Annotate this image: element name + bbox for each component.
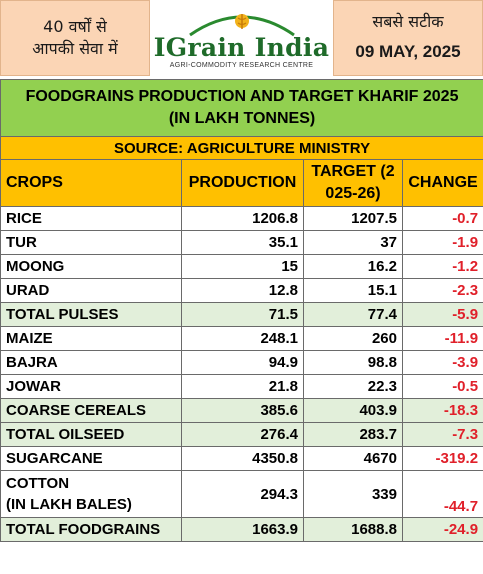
change-value: -2.3 bbox=[401, 278, 483, 303]
target-value: 37 bbox=[303, 230, 403, 255]
target-value: 4670 bbox=[303, 446, 403, 471]
crop-name: COARSE CEREALS bbox=[0, 398, 182, 423]
logo-name: IGrain India bbox=[153, 33, 330, 62]
table-row: TUR 35.1 37 -1.9 bbox=[0, 230, 483, 255]
production-value: 385.6 bbox=[181, 398, 304, 423]
date-box: सबसे सटीक 09 MAY, 2025 bbox=[333, 0, 483, 76]
table-row: TOTAL OILSEED 276.4 283.7 -7.3 bbox=[0, 422, 483, 447]
target-value: 77.4 bbox=[303, 302, 403, 327]
crop-name: COTTON (IN LAKH BALES) bbox=[0, 470, 182, 518]
crop-name: RICE bbox=[0, 206, 182, 231]
crop-name: TUR bbox=[0, 230, 182, 255]
change-value: -7.3 bbox=[401, 422, 483, 447]
change-value: -1.9 bbox=[401, 230, 483, 255]
table-row: MOONG 15 16.2 -1.2 bbox=[0, 254, 483, 279]
production-value: 15 bbox=[181, 254, 304, 279]
production-value: 294.3 bbox=[181, 470, 304, 518]
crop-name-line2: (IN LAKH BALES) bbox=[6, 496, 132, 513]
table-row: JOWAR 21.8 22.3 -0.5 bbox=[0, 374, 483, 399]
table-row: TOTAL PULSES 71.5 77.4 -5.9 bbox=[0, 302, 483, 327]
crop-name: MAIZE bbox=[0, 326, 182, 351]
table-title-line2: (IN LAKH TONNES) bbox=[168, 110, 316, 127]
crop-name-line1: COTTON bbox=[6, 475, 70, 492]
target-value: 1207.5 bbox=[303, 206, 403, 231]
target-value: 1688.8 bbox=[303, 517, 403, 542]
tagline-left-line2: आपकी सेवा में bbox=[32, 39, 118, 58]
source-row: SOURCE: AGRICULTURE MINISTRY bbox=[0, 136, 483, 160]
target-value: 15.1 bbox=[303, 278, 403, 303]
production-value: 94.9 bbox=[181, 350, 304, 375]
logo-tagline: AGRI-COMMODITY RESEARCH CENTRE bbox=[169, 62, 314, 69]
production-value: 35.1 bbox=[181, 230, 304, 255]
change-value: -44.7 bbox=[401, 470, 483, 518]
crop-name: BAJRA bbox=[0, 350, 182, 375]
target-value: 260 bbox=[303, 326, 403, 351]
target-value: 22.3 bbox=[303, 374, 403, 399]
change-value: -18.3 bbox=[401, 398, 483, 423]
production-table: FOODGRAINS PRODUCTION AND TARGET KHARIF … bbox=[0, 79, 483, 542]
change-value: -24.9 bbox=[401, 517, 483, 542]
table-row: MAIZE 248.1 260 -11.9 bbox=[0, 326, 483, 351]
crop-name: MOONG bbox=[0, 254, 182, 279]
production-value: 1663.9 bbox=[181, 517, 304, 542]
crop-name: JOWAR bbox=[0, 374, 182, 399]
target-value: 283.7 bbox=[303, 422, 403, 447]
col-header-target: TARGET (2025-26) bbox=[303, 159, 403, 207]
change-value: -0.7 bbox=[401, 206, 483, 231]
target-value: 403.9 bbox=[303, 398, 403, 423]
crop-name: TOTAL OILSEED bbox=[0, 422, 182, 447]
production-value: 71.5 bbox=[181, 302, 304, 327]
production-value: 21.8 bbox=[181, 374, 304, 399]
logo: IGrain India AGRI-COMMODITY RESEARCH CEN… bbox=[150, 0, 333, 76]
change-value: -11.9 bbox=[401, 326, 483, 351]
change-value: -1.2 bbox=[401, 254, 483, 279]
production-value: 276.4 bbox=[181, 422, 304, 447]
table-title: FOODGRAINS PRODUCTION AND TARGET KHARIF … bbox=[0, 79, 483, 137]
crop-name: TOTAL PULSES bbox=[0, 302, 182, 327]
production-value: 248.1 bbox=[181, 326, 304, 351]
tagline-box-left: 40 वर्षों से आपकी सेवा में bbox=[0, 0, 150, 76]
table-row: SUGARCANE 4350.8 4670 -319.2 bbox=[0, 446, 483, 471]
table-row: TOTAL FOODGRAINS 1663.9 1688.8 -24.9 bbox=[0, 517, 483, 542]
col-header-change: CHANGE bbox=[401, 159, 483, 207]
table-row: COARSE CEREALS 385.6 403.9 -18.3 bbox=[0, 398, 483, 423]
production-value: 12.8 bbox=[181, 278, 304, 303]
tagline-right: सबसे सटीक bbox=[372, 12, 444, 31]
page-header: 40 वर्षों से आपकी सेवा में IGrain India … bbox=[0, 0, 483, 76]
table-row: COTTON (IN LAKH BALES) 294.3 339 -44.7 bbox=[0, 470, 483, 518]
change-value: -5.9 bbox=[401, 302, 483, 327]
table-row: URAD 12.8 15.1 -2.3 bbox=[0, 278, 483, 303]
table-title-row: FOODGRAINS PRODUCTION AND TARGET KHARIF … bbox=[0, 79, 483, 137]
crop-name: URAD bbox=[0, 278, 182, 303]
col-header-production: PRODUCTION bbox=[181, 159, 304, 207]
change-value: -3.9 bbox=[401, 350, 483, 375]
crop-name: SUGARCANE bbox=[0, 446, 182, 471]
col-header-crops: CROPS bbox=[0, 159, 182, 207]
table-row: BAJRA 94.9 98.8 -3.9 bbox=[0, 350, 483, 375]
wheat-logo-icon bbox=[189, 14, 295, 37]
tagline-left-line1: 40 वर्षों से bbox=[43, 17, 107, 36]
table-row: RICE 1206.8 1207.5 -0.7 bbox=[0, 206, 483, 231]
report-date: 09 MAY, 2025 bbox=[355, 42, 461, 61]
target-value: 98.8 bbox=[303, 350, 403, 375]
target-value: 339 bbox=[303, 470, 403, 518]
table-title-line1: FOODGRAINS PRODUCTION AND TARGET KHARIF … bbox=[25, 88, 459, 105]
crop-name: TOTAL FOODGRAINS bbox=[0, 517, 182, 542]
column-header-row: CROPS PRODUCTION TARGET (2025-26) CHANGE bbox=[0, 159, 483, 207]
source-label: SOURCE: AGRICULTURE MINISTRY bbox=[0, 136, 483, 160]
change-value: -319.2 bbox=[401, 446, 483, 471]
production-value: 4350.8 bbox=[181, 446, 304, 471]
change-value: -0.5 bbox=[401, 374, 483, 399]
target-value: 16.2 bbox=[303, 254, 403, 279]
production-value: 1206.8 bbox=[181, 206, 304, 231]
